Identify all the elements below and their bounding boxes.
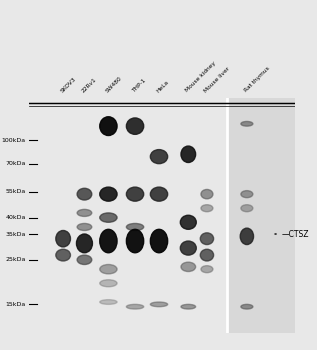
Ellipse shape [180, 241, 196, 255]
Ellipse shape [56, 231, 70, 247]
Text: 40kDa: 40kDa [5, 215, 26, 220]
Text: SKOV3: SKOV3 [60, 76, 77, 93]
Ellipse shape [240, 228, 254, 245]
Ellipse shape [100, 213, 117, 222]
Text: 70kDa: 70kDa [5, 161, 26, 166]
Ellipse shape [150, 229, 168, 253]
Ellipse shape [77, 209, 92, 216]
Ellipse shape [126, 304, 144, 309]
Ellipse shape [181, 262, 196, 272]
Text: HeLa: HeLa [155, 79, 170, 93]
Text: 100kDa: 100kDa [2, 138, 26, 143]
Ellipse shape [100, 187, 117, 201]
Ellipse shape [100, 265, 117, 274]
Text: Mouse liver: Mouse liver [204, 66, 231, 93]
Ellipse shape [126, 229, 144, 253]
Text: 15kDa: 15kDa [6, 302, 26, 307]
Ellipse shape [77, 223, 92, 231]
Text: 35kDa: 35kDa [5, 231, 26, 237]
Bar [227, 98, 295, 332]
Ellipse shape [201, 205, 213, 212]
Ellipse shape [77, 255, 92, 265]
Ellipse shape [241, 304, 253, 309]
Ellipse shape [76, 234, 93, 253]
Text: —CTSZ: —CTSZ [281, 230, 309, 238]
Text: THP-1: THP-1 [132, 78, 147, 93]
Ellipse shape [241, 191, 253, 198]
Ellipse shape [150, 187, 168, 201]
Ellipse shape [100, 280, 117, 287]
Text: Mouse kidney: Mouse kidney [185, 61, 217, 93]
Ellipse shape [100, 229, 117, 253]
Ellipse shape [200, 233, 214, 245]
Text: Rat thymus: Rat thymus [243, 66, 271, 93]
Ellipse shape [241, 121, 253, 126]
Text: 55kDa: 55kDa [6, 189, 26, 194]
Ellipse shape [181, 304, 196, 309]
Ellipse shape [126, 118, 144, 134]
Ellipse shape [180, 215, 196, 229]
Ellipse shape [100, 117, 117, 135]
Ellipse shape [77, 188, 92, 200]
Text: 25kDa: 25kDa [5, 257, 26, 262]
Ellipse shape [241, 205, 253, 212]
Text: SW480: SW480 [105, 75, 123, 93]
Ellipse shape [200, 249, 214, 261]
Ellipse shape [56, 249, 70, 261]
Ellipse shape [150, 302, 168, 307]
Ellipse shape [181, 146, 196, 162]
Ellipse shape [201, 266, 213, 273]
Ellipse shape [150, 149, 168, 164]
Ellipse shape [126, 223, 144, 231]
Ellipse shape [201, 189, 213, 199]
Ellipse shape [126, 187, 144, 201]
Text: 22Rv1: 22Rv1 [81, 77, 98, 93]
Ellipse shape [100, 300, 117, 304]
